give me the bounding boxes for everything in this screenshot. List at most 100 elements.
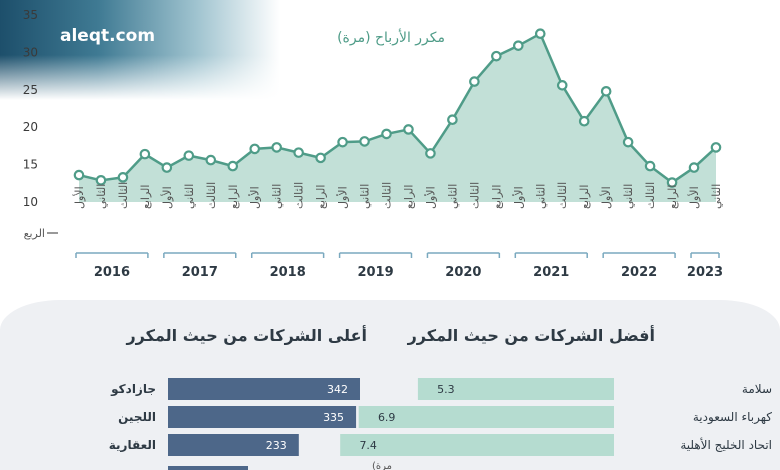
best-bar-name: سلامة (742, 382, 772, 396)
year-group: 2018 (250, 252, 325, 280)
quarter-tick-label: الثاني (95, 184, 108, 209)
data-point (447, 114, 458, 126)
data-point (425, 148, 436, 159)
quarter-tick-label: الأول (72, 186, 86, 209)
quarter-tick-label: الثالث (381, 182, 394, 209)
data-point (666, 177, 678, 188)
year-label: 2021 (533, 265, 569, 280)
data-points (73, 28, 722, 188)
quarter-tick-label: الثاني (183, 184, 196, 209)
year-group: 2020 (426, 252, 501, 280)
year-label: 2017 (182, 265, 218, 280)
data-point (315, 152, 326, 164)
top-bar-partial (168, 466, 248, 470)
quarter-tick-label: الرابع (402, 185, 415, 209)
best-bar-name: اتحاد الخليج الأهلية (680, 437, 772, 452)
quarter-tick-label: الثاني (710, 184, 723, 209)
quarter-tick-label: الثالث (468, 182, 481, 209)
quarter-tick-label: الرابع (315, 185, 328, 209)
data-point (600, 85, 612, 97)
data-point (95, 175, 107, 186)
quarter-tick-label: الرابع (666, 185, 679, 209)
data-point (578, 115, 590, 127)
data-point (359, 136, 370, 147)
best-bar-row: 6.9 كهرباء السعودية (358, 406, 772, 428)
data-point (271, 142, 282, 153)
best-bar-value: 6.9 (378, 411, 396, 424)
data-point (622, 136, 634, 148)
data-point (556, 80, 568, 91)
data-point (491, 50, 502, 62)
y-tick-label: 35 (23, 8, 38, 22)
top-bar-row: 233 العقارية (109, 434, 299, 456)
quarter-tick-label: الأول (599, 186, 613, 209)
data-point (161, 162, 173, 173)
quarter-tick-label: الأول (687, 186, 701, 209)
data-point (205, 154, 217, 166)
quarter-tick-label: الأول (160, 186, 174, 209)
year-label: 2019 (357, 265, 393, 280)
quarter-tick-label: الرابع (139, 185, 152, 209)
top-bar-row: 342 جازادكو (110, 378, 360, 400)
data-point (139, 148, 151, 160)
top-bar-name: اللجين (118, 410, 156, 424)
year-group: 2023 (687, 252, 723, 280)
quarter-tick-label: الأول (511, 186, 525, 209)
best-bar-row: 7.4 اتحاد الخليج الأهلية (340, 434, 772, 456)
data-point (644, 160, 656, 172)
top-panel-title: أعلى الشركات من حيث المكرر (125, 325, 367, 345)
best-bar-value: 7.4 (359, 439, 377, 452)
y-tick-label: 25 (23, 83, 38, 97)
year-label: 2018 (270, 265, 306, 280)
top-bar-value: 342 (327, 383, 348, 396)
quarter-tick-label: الرابع (490, 185, 503, 209)
data-point (381, 128, 392, 140)
best-bar-name: كهرباء السعودية (693, 410, 772, 425)
data-point (227, 160, 239, 172)
quarter-tick-label: الرابع (227, 185, 240, 209)
best-bar (340, 434, 614, 456)
top-bar-value: 233 (266, 439, 287, 452)
quarter-tick-label: الأول (248, 186, 262, 209)
year-group: 2016 (75, 252, 149, 280)
quarter-tick-label: الرابع (578, 185, 591, 209)
data-point (249, 143, 261, 155)
header-banner-fade (0, 0, 280, 100)
chart-title: مكرر الأرباح (مرة) (337, 28, 445, 46)
top-bar-row: 335 اللجين (118, 406, 357, 428)
quarter-tick-label: الأول (336, 186, 350, 209)
data-point (534, 28, 546, 39)
year-label: 2016 (94, 265, 130, 280)
top-bar (168, 434, 299, 456)
data-point (513, 40, 524, 51)
y-axis: 10 15 20 25 30 35 (23, 8, 38, 209)
year-label: 2023 (687, 265, 723, 280)
quarter-tick-label: الثالث (556, 182, 569, 209)
data-point (403, 124, 414, 135)
quarter-tick-label: الأول (423, 186, 437, 209)
data-point (183, 150, 195, 161)
top-bar-value: 335 (323, 411, 344, 424)
top-bar (168, 378, 360, 400)
best-panel-title: أفضل الشركات من حيث المكرر (407, 325, 655, 345)
x-axis: الربع الأول الثاني الثالث الرابع الأول الثاني ا… (24, 182, 724, 280)
year-group: 2019 (338, 252, 413, 280)
top-bar (168, 406, 357, 428)
quarter-tick-label: الثالث (293, 182, 306, 209)
best-bar-row: 5.3 سلامة (417, 378, 772, 400)
year-label: 2022 (621, 265, 657, 280)
data-point (710, 142, 722, 153)
data-point (688, 162, 700, 173)
quarter-tick-label: الثاني (534, 184, 547, 209)
data-point (73, 169, 85, 181)
top-panel-unit-note: (مرة (372, 461, 392, 470)
year-group: 2021 (514, 252, 588, 280)
y-tick-label: 20 (23, 120, 38, 134)
best-bar (417, 378, 614, 400)
top-bar-name: جازادكو (110, 382, 156, 397)
chart-area (78, 31, 717, 203)
best-companies-panel: أفضل الشركات من حيث المكرر 5.3 سلامة 6.9 كهر… (340, 325, 772, 456)
quarter-tick-label: الثالث (644, 182, 657, 209)
quarter-tick-label: الثاني (446, 184, 459, 209)
